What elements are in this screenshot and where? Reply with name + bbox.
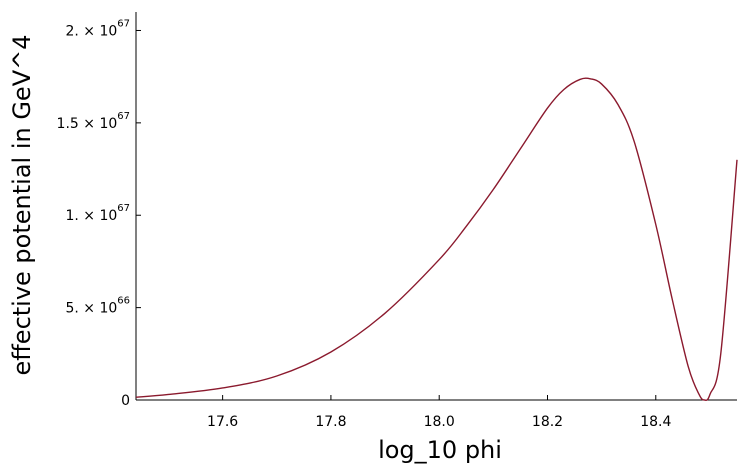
plot-area: 17.6 17.8 18.0 18.2 18.4 0 5. × 1066 1. × 1067… (57, 12, 738, 430)
x-ticks: 17.6 17.8 18.0 18.2 18.4 (207, 395, 671, 430)
y-ticks: 0 5. × 1066 1. × 1067 1.5 × 1067 2. × 1067 (57, 18, 141, 409)
series-line (135, 77, 738, 401)
y-axis-title: effective potential in GeV^4 (8, 35, 36, 376)
y-tick-label: 5. × 1066 (65, 296, 130, 317)
y-tick-label: 2. × 1067 (65, 18, 130, 39)
y-tick-label: 0 (121, 393, 130, 409)
y-tick-label: 1. × 1067 (65, 203, 130, 224)
x-tick-label: 18.4 (640, 414, 671, 430)
x-axis-title: log_10 phi (378, 436, 502, 464)
x-tick-label: 18.2 (532, 414, 563, 430)
x-tick-label: 17.8 (315, 414, 346, 430)
y-tick-label: 1.5 × 1067 (57, 111, 130, 132)
x-tick-label: 17.6 (207, 414, 238, 430)
x-tick-label: 18.0 (424, 414, 455, 430)
